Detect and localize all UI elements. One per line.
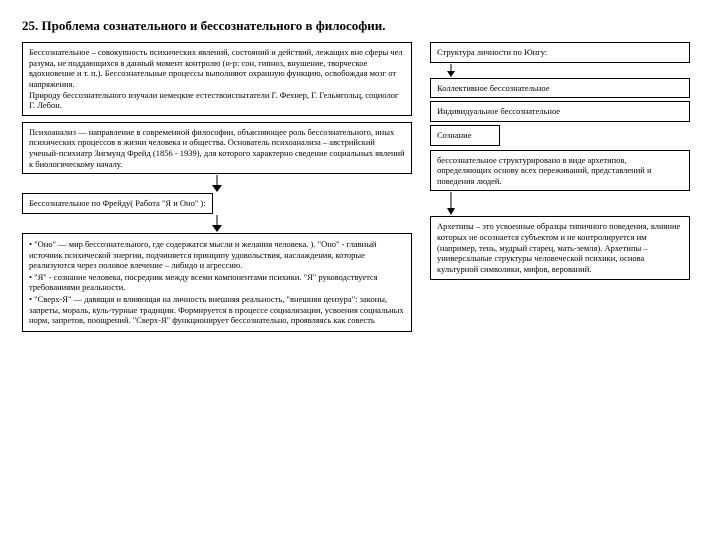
bullet-superego: • "Сверх-Я" — давящая и влияющая на личн… — [29, 294, 405, 326]
arrow-down-icon — [209, 175, 225, 193]
arrow-down-icon — [444, 64, 458, 78]
box-archetype-def: Архетипы – это усвоенные образцы типично… — [430, 216, 690, 279]
box-jung-heading: Структура личности по Юнгу: — [430, 42, 690, 63]
box-consciousness: Сознание — [430, 125, 500, 146]
arrow-right-2 — [430, 191, 690, 216]
arrow-left-1 — [22, 174, 412, 193]
box-collective-unconscious: Коллективное бессознательное — [430, 78, 690, 99]
bullet-ego: • "Я" - сознание человека, посредник меж… — [29, 272, 405, 293]
box-archetype-structure: бессознательное структурировано в виде а… — [430, 150, 690, 192]
box-unconscious-def: Бессознательное – совокупность психическ… — [22, 42, 412, 116]
arrow-right-1 — [430, 63, 690, 78]
right-column: Структура личности по Юнгу: Коллективное… — [430, 42, 690, 332]
box-freud-structure: • "Оно" — мир бессознательного, где соде… — [22, 233, 412, 332]
main-row: Бессознательное – совокупность психическ… — [22, 42, 698, 332]
arrow-down-icon — [444, 192, 458, 216]
bullet-it: • "Оно" — мир бессознательного, где соде… — [29, 239, 405, 271]
left-column: Бессознательное – совокупность психическ… — [22, 42, 412, 332]
arrow-left-2 — [22, 214, 412, 233]
page-title: 25. Проблема сознательного и бессознател… — [22, 18, 698, 34]
arrow-down-icon — [209, 215, 225, 233]
box-psychoanalysis: Психоанализ — направление в современной … — [22, 122, 412, 175]
box-freud-heading: Бессознательное по Фрейду( Работа "Я и О… — [22, 193, 213, 214]
box-individual-unconscious: Индивидуальное бессознательное — [430, 101, 690, 122]
